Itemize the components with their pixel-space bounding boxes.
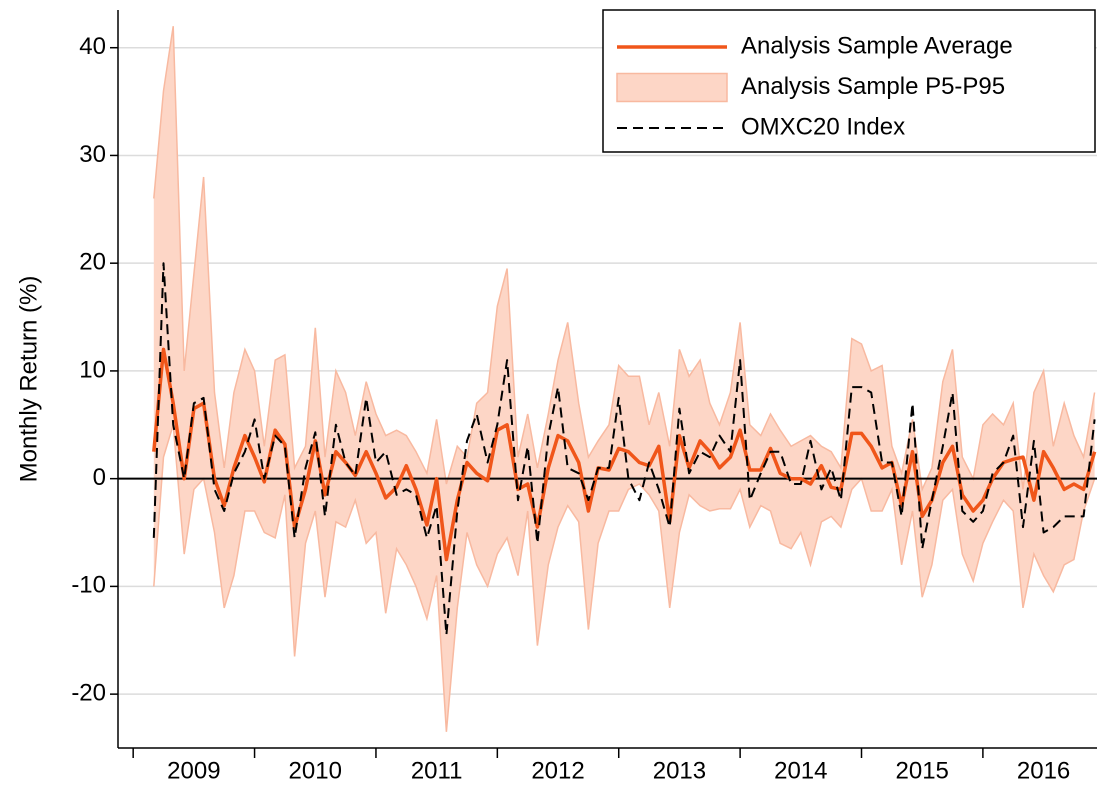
y-axis-label: Monthly Return (%) <box>15 276 42 483</box>
legend-label: Analysis Sample Average <box>741 32 1013 59</box>
y-tick-label: -20 <box>71 679 106 706</box>
plot-area <box>118 26 1097 732</box>
x-tick-label: 2012 <box>531 757 584 784</box>
x-tick-label: 2015 <box>896 757 949 784</box>
x-tick-label: 2009 <box>167 757 220 784</box>
x-tick-label: 2011 <box>411 757 463 784</box>
y-tick-label: 0 <box>93 464 106 491</box>
x-tick-label: 2010 <box>289 757 342 784</box>
legend-swatch <box>616 72 728 103</box>
y-tick-label: 40 <box>79 33 106 60</box>
x-tick-label: 2013 <box>653 757 706 784</box>
legend-label: Analysis Sample P5-P95 <box>741 73 1005 100</box>
legend-label: OMXC20 Index <box>741 113 905 140</box>
line <box>152 262 1096 636</box>
band-area <box>153 26 1095 732</box>
y-tick-label: 20 <box>79 249 106 276</box>
y-tick-label: -10 <box>71 572 106 599</box>
line <box>152 347 1097 562</box>
band-lower-edge <box>153 424 1096 732</box>
y-tick-label: 30 <box>79 141 106 168</box>
x-tick-label: 2016 <box>1017 757 1070 784</box>
y-tick-label: 10 <box>79 356 106 383</box>
x-tick-label: 2014 <box>774 757 827 784</box>
band-upper-edge <box>153 26 1096 493</box>
